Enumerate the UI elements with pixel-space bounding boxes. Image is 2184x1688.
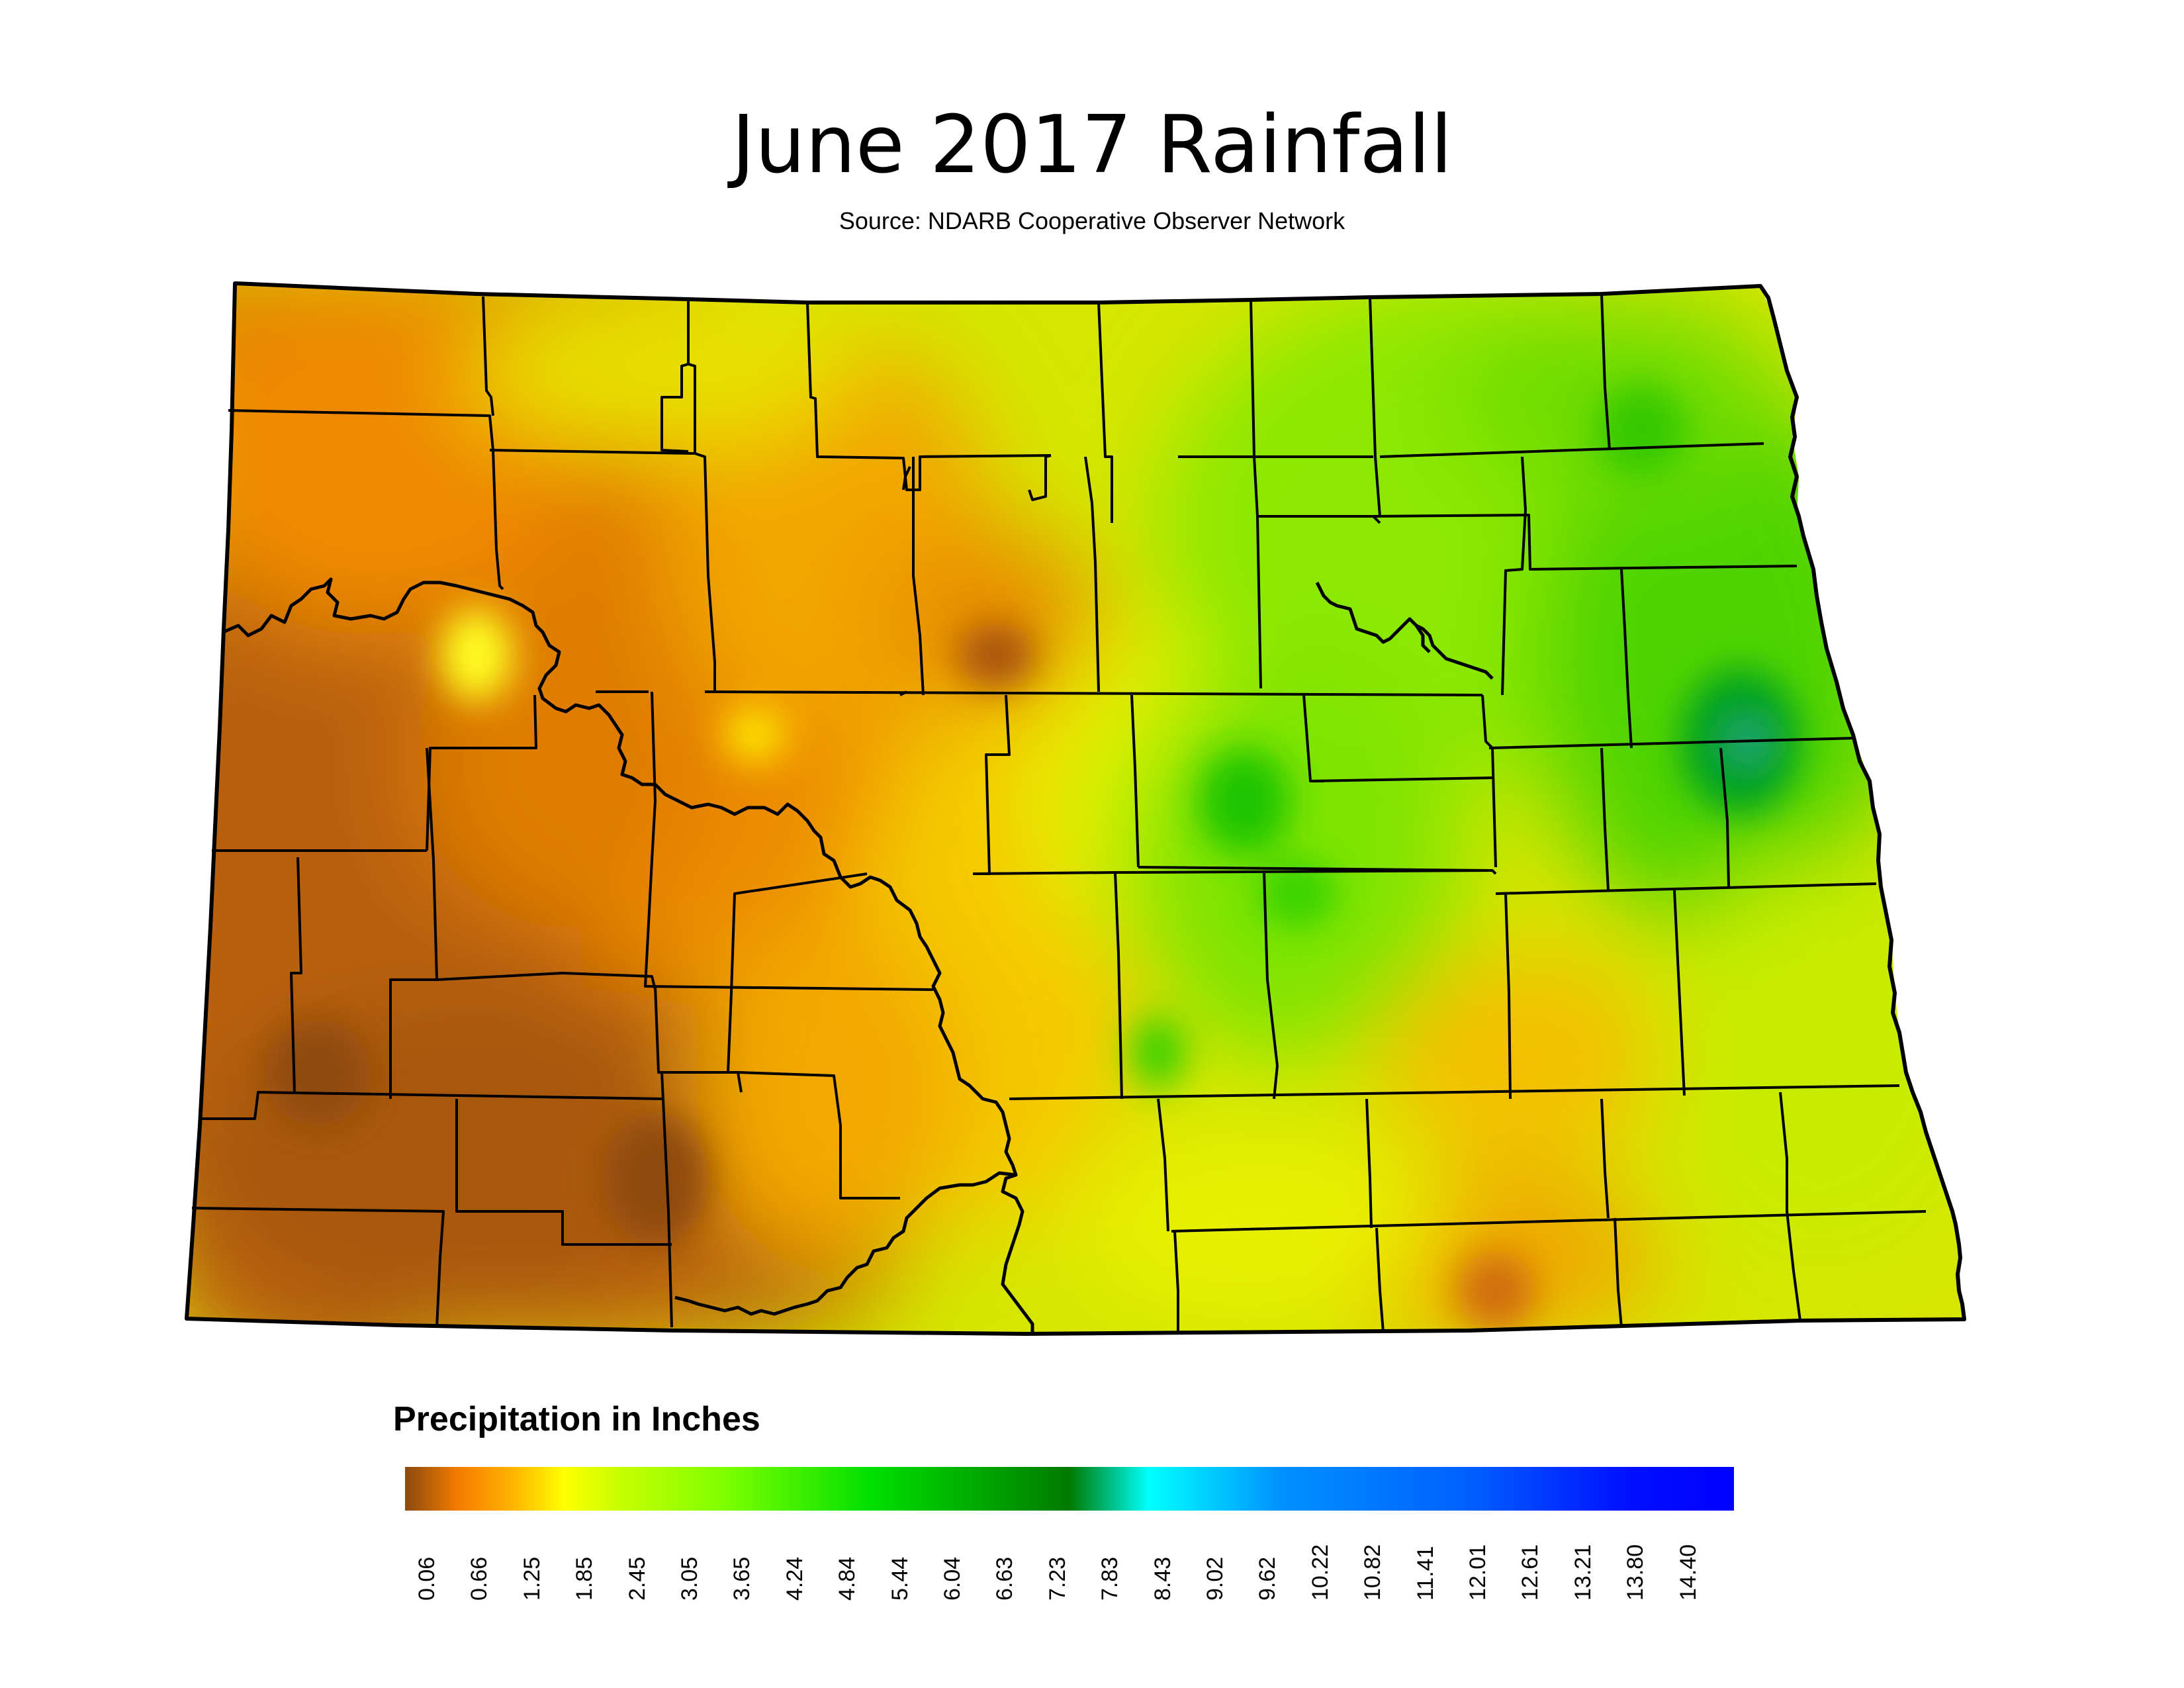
legend-tick-label: 9.62 xyxy=(1255,1556,1281,1601)
legend-tick-label: 6.63 xyxy=(992,1556,1018,1601)
legend-colorbar xyxy=(405,1467,1734,1511)
legend-tick-label: 8.43 xyxy=(1150,1556,1175,1601)
legend-tick-label: 5.44 xyxy=(887,1556,913,1601)
legend-tick-label: 0.66 xyxy=(467,1556,492,1601)
legend-tick-label: 3.65 xyxy=(729,1556,755,1601)
legend-tick-label: 2.45 xyxy=(624,1556,650,1601)
legend-tick-label: 10.22 xyxy=(1307,1544,1333,1601)
legend-tick-label: 7.83 xyxy=(1097,1556,1123,1601)
legend-tick-label: 6.04 xyxy=(940,1556,965,1601)
legend-tick-label: 3.05 xyxy=(677,1556,702,1601)
legend-tick-label: 0.06 xyxy=(414,1556,439,1601)
missouri-river xyxy=(222,577,1494,1334)
legend-tick-label: 1.25 xyxy=(519,1556,545,1601)
legend-tick-label: 13.21 xyxy=(1570,1544,1596,1601)
legend-tick-label: 14.40 xyxy=(1675,1544,1701,1601)
legend-tick-label: 4.84 xyxy=(835,1556,860,1601)
legend-title: Precipitation in Inches xyxy=(393,1400,760,1438)
legend-tick-label: 4.24 xyxy=(782,1556,807,1601)
legend-tick-label: 10.82 xyxy=(1360,1544,1386,1601)
legend-tick-label: 12.61 xyxy=(1518,1544,1543,1601)
legend-tick-label: 12.01 xyxy=(1465,1544,1490,1601)
legend-tick-label: 11.41 xyxy=(1412,1546,1438,1601)
map-title: June 2017 Rainfall xyxy=(731,99,1453,191)
legend-tick-label: 7.23 xyxy=(1044,1556,1070,1601)
map-subtitle: Source: NDARB Cooperative Observer Netwo… xyxy=(839,207,1345,234)
state-outline xyxy=(185,281,1966,1336)
county-boundaries xyxy=(191,293,1927,1334)
legend-tick-label: 13.80 xyxy=(1623,1544,1649,1601)
legend-tick-label: 9.02 xyxy=(1203,1556,1228,1601)
legend-tick-label: 1.85 xyxy=(572,1556,598,1601)
